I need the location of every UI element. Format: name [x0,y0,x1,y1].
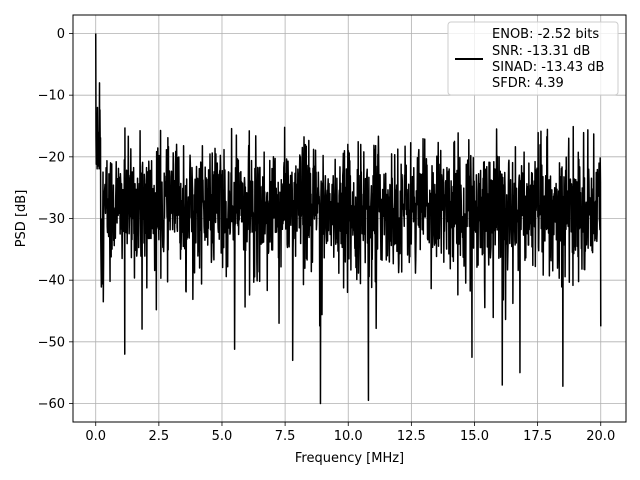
x-tick-label: 5.0 [212,429,233,444]
x-tick-label: 17.5 [523,429,552,444]
x-tick-label: 12.5 [397,429,426,444]
y-axis-label: PSD [dB] [14,190,29,248]
y-tick-label: −10 [38,89,65,104]
x-tick-label: 2.5 [149,429,170,444]
y-tick-label: 0 [57,27,65,42]
legend-sinad: SINAD: -13.43 dB [492,60,604,75]
legend-enob: ENOB: -2.52 bits [492,27,599,42]
y-tick-label: −60 [38,397,65,412]
x-tick-label: 20.0 [586,429,615,444]
x-tick-label: 7.5 [275,429,296,444]
psd-series-line [94,33,602,405]
legend-box [447,21,619,96]
x-axis: 0.0 2.5 5.0 7.5 10.0 12.5 15.0 17.5 20.0 [85,422,615,444]
x-tick-label: 10.0 [334,429,363,444]
y-tick-label: −20 [38,150,65,165]
y-tick-label: −30 [38,212,65,227]
legend-snr: SNR: -13.31 dB [492,44,590,59]
legend: ENOB: -2.52 bits SNR: -13.31 dB SINAD: -… [447,21,619,96]
legend-sfdr: SFDR: 4.39 [492,76,564,91]
y-tick-label: −40 [38,274,65,289]
x-axis-label: Frequency [MHz] [295,451,404,466]
y-axis: 0 −10 −20 −30 −40 −50 −60 [38,27,73,412]
y-tick-label: −50 [38,335,65,350]
plot-data [94,33,602,405]
x-tick-label: 15.0 [460,429,489,444]
x-tick-label: 0.0 [85,429,106,444]
